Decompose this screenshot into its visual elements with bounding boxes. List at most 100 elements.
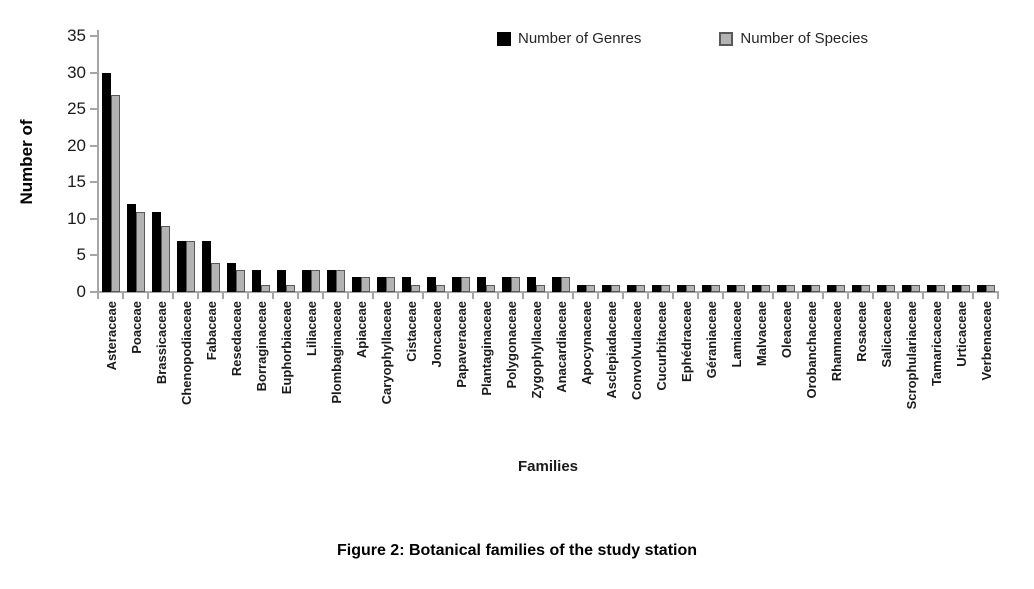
- x-tick-mark: [747, 293, 749, 299]
- x-tick-mark: [222, 293, 224, 299]
- x-tick-mark: [372, 293, 374, 299]
- bar-genres-Zygophyllaceae: [527, 277, 536, 292]
- x-tick-label-Verbenaceae: Verbenaceae: [979, 301, 994, 381]
- bar-genres-Ephédraceae: [677, 284, 686, 292]
- bar-species-Malvaceae: [761, 284, 770, 292]
- x-axis-title: Families: [517, 458, 579, 475]
- bar-species-Apocynaceae: [586, 284, 595, 292]
- bar-species-Plombaginaceae: [336, 270, 345, 292]
- bar-species-Fabaceae: [211, 262, 220, 292]
- bar-genres-Anacardiaceae: [552, 277, 561, 292]
- bar-genres-Resedaceae: [227, 262, 236, 292]
- bar-genres-Salicaceae: [877, 284, 886, 292]
- x-tick-mark: [422, 293, 424, 299]
- y-tick-mark: [90, 35, 97, 38]
- x-tick-mark: [697, 293, 699, 299]
- y-tick-mark: [90, 291, 97, 293]
- x-tick-label-Apiaceae: Apiaceae: [354, 301, 369, 359]
- bar-genres-Plombaginaceae: [327, 270, 336, 292]
- bar-species-Ephédraceae: [686, 284, 695, 292]
- y-tick-mark: [90, 108, 97, 111]
- x-tick-label-Rhamnaceae: Rhamnaceae: [829, 301, 844, 382]
- x-tick-mark: [447, 293, 449, 299]
- x-tick-mark: [847, 293, 849, 299]
- bar-genres-Rosaceae: [852, 284, 861, 292]
- x-tick-label-Lamiaceae: Lamiaceae: [729, 301, 744, 368]
- bar-genres-Cucurbitaceae: [652, 284, 661, 292]
- bar-species-Géraniaceae: [711, 284, 720, 292]
- bar-genres-Rhamnaceae: [827, 284, 836, 292]
- x-tick-mark: [997, 293, 999, 299]
- bar-species-Papaveraceae: [461, 277, 470, 292]
- y-tick-mark: [90, 181, 97, 184]
- y-tick-label: 15: [67, 172, 86, 192]
- bar-species-Plantaginaceae: [486, 284, 495, 292]
- x-tick-mark: [497, 293, 499, 299]
- bar-genres-Géraniaceae: [702, 284, 711, 292]
- bar-species-Rosaceae: [861, 284, 870, 292]
- bar-species-Chenopodiaceae: [186, 240, 195, 292]
- bar-genres-Fabaceae: [202, 240, 211, 292]
- bar-genres-Papaveraceae: [452, 277, 461, 292]
- x-tick-mark: [122, 293, 124, 299]
- x-tick-mark: [472, 293, 474, 299]
- bar-genres-Urticaceae: [952, 284, 961, 292]
- y-tick-label: 30: [67, 62, 86, 82]
- x-tick-label-Zygophyllaceae: Zygophyllaceae: [529, 301, 544, 399]
- x-tick-label-Poaceae: Poaceae: [129, 301, 144, 354]
- x-tick-label-Géraniaceae: Géraniaceae: [704, 301, 719, 379]
- x-tick-label-Borraginaceae: Borraginaceae: [254, 301, 269, 392]
- bar-species-Zygophyllaceae: [536, 284, 545, 292]
- x-tick-mark: [247, 293, 249, 299]
- bar-genres-Verbenaceae: [977, 284, 986, 292]
- x-tick-mark: [922, 293, 924, 299]
- y-tick-label: 0: [76, 282, 86, 301]
- bar-genres-Joncaceae: [427, 277, 436, 292]
- bar-genres-Polygonaceae: [502, 277, 511, 292]
- x-tick-mark: [772, 293, 774, 299]
- bar-genres-Tamaricaceae: [927, 284, 936, 292]
- x-tick-label-Caryophyllaceae: Caryophyllaceae: [379, 301, 394, 405]
- x-tick-mark: [97, 293, 99, 299]
- x-tick-label-Papaveraceae: Papaveraceae: [454, 301, 469, 388]
- x-tick-label-Rosaceae: Rosaceae: [854, 301, 869, 362]
- bar-species-Borraginaceae: [261, 284, 270, 292]
- bar-species-Urticaceae: [961, 284, 970, 292]
- x-tick-mark: [547, 293, 549, 299]
- bar-species-Apiaceae: [361, 277, 370, 292]
- bar-genres-Asteraceae: [102, 72, 111, 292]
- x-tick-mark: [622, 293, 624, 299]
- legend-swatch-species-icon: [719, 31, 734, 46]
- bar-species-Cucurbitaceae: [661, 284, 670, 292]
- bar-genres-Chenopodiaceae: [177, 240, 186, 292]
- x-tick-label-Plantaginaceae: Plantaginaceae: [479, 301, 494, 396]
- y-tick-label: 20: [67, 135, 86, 155]
- x-tick-mark: [972, 293, 974, 299]
- x-tick-mark: [597, 293, 599, 299]
- bar-genres-Asclepiadaceae: [602, 284, 611, 292]
- x-tick-mark: [897, 293, 899, 299]
- x-tick-label-Euphorbiaceae: Euphorbiaceae: [279, 301, 294, 395]
- bar-genres-Oleaceae: [777, 284, 786, 292]
- bar-genres-Plantaginaceae: [477, 277, 486, 292]
- bar-genres-Cistaceae: [402, 277, 411, 292]
- bar-species-Liliaceae: [311, 270, 320, 292]
- x-tick-mark: [872, 293, 874, 299]
- x-tick-label-Resedaceae: Resedaceae: [229, 301, 244, 377]
- y-axis-title: Number of: [17, 119, 36, 205]
- x-tick-label-Convolvulaceae: Convolvulaceae: [629, 301, 644, 400]
- bar-species-Asclepiadaceae: [611, 284, 620, 292]
- y-tick-label: 5: [76, 245, 86, 265]
- x-tick-label-Apocynaceae: Apocynaceae: [579, 301, 594, 385]
- bar-genres-Convolvulaceae: [627, 284, 636, 292]
- bar-genres-Malvaceae: [752, 284, 761, 292]
- x-tick-mark: [397, 293, 399, 299]
- bar-genres-Poaceae: [127, 204, 136, 292]
- bar-species-Salicaceae: [886, 284, 895, 292]
- x-tick-mark: [522, 293, 524, 299]
- legend-label-species: Number of Species: [740, 30, 868, 47]
- bar-species-Rhamnaceae: [836, 284, 845, 292]
- x-tick-label-Salicaceae: Salicaceae: [879, 301, 894, 368]
- x-tick-label-Brassicaceae: Brassicaceae: [154, 301, 169, 385]
- x-tick-label-Plombaginaceae: Plombaginaceae: [329, 301, 344, 404]
